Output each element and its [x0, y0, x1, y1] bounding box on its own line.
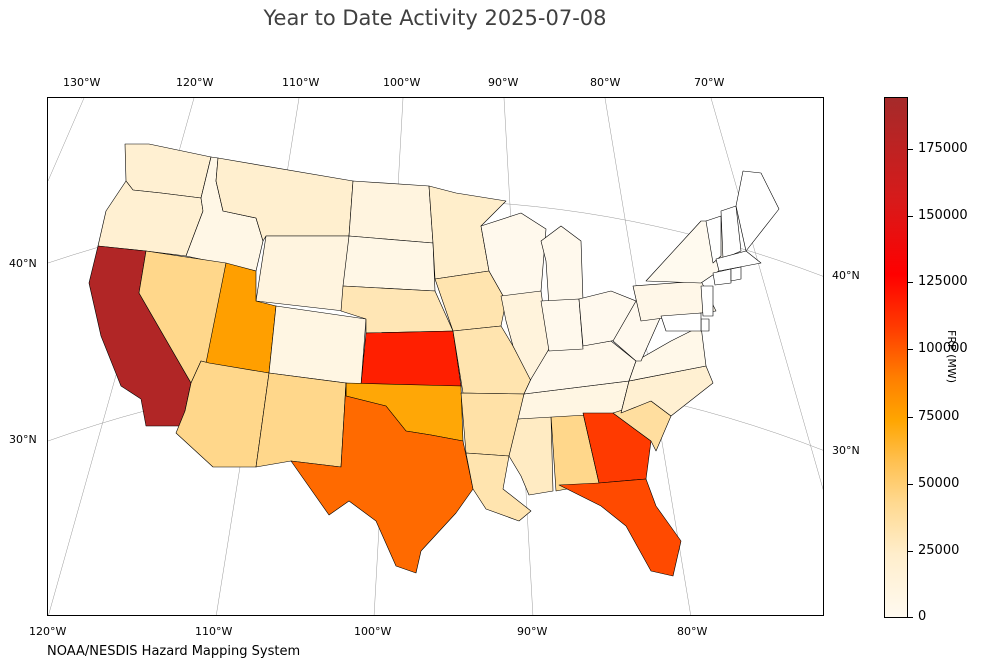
map-panel	[47, 97, 824, 616]
top-lon-label-80: 80°W	[590, 76, 621, 89]
meridian-70	[710, 98, 823, 490]
colorbar-label-0: 0	[918, 609, 927, 624]
state-wyoming	[255, 235, 350, 312]
colorbar-label-125000: 125000	[918, 274, 968, 289]
colorbar-label-50000: 50000	[918, 476, 960, 491]
colorbar-label-75000: 75000	[918, 409, 960, 424]
colorbar-axis-label: FRP (MW)	[945, 330, 958, 384]
state-virginia	[628, 325, 707, 382]
state-vermont	[705, 215, 722, 264]
bottom-lon-label-110: 110°W	[195, 625, 233, 638]
state-colorado	[268, 305, 367, 386]
top-lon-label-70: 70°W	[694, 76, 725, 89]
colorbar-tick-100000	[908, 349, 913, 350]
state-rhode-island	[730, 266, 742, 282]
state-maine	[735, 170, 780, 252]
colorbar-label-175000: 175000	[918, 141, 968, 156]
state-indiana	[540, 298, 584, 352]
colorbar-tick-50000	[908, 484, 913, 485]
top-lon-label-110: 110°W	[282, 76, 320, 89]
state-massachusetts	[715, 250, 762, 272]
state-iowa	[434, 270, 507, 332]
state-louisiana	[465, 452, 532, 522]
right-lat-label-30: 30°N	[832, 444, 860, 457]
top-lon-label-130: 130°W	[63, 76, 101, 89]
top-lon-label-90: 90°W	[488, 76, 519, 89]
top-lon-label-120: 120°W	[176, 76, 214, 89]
colorbar-tick-175000	[908, 149, 913, 150]
colorbar-tick-75000	[908, 417, 913, 418]
state-florida	[558, 478, 682, 577]
state-georgia	[582, 412, 652, 484]
state-michigan	[540, 225, 584, 307]
colorbar-tick-125000	[908, 282, 913, 283]
colorbar-tick-25000	[908, 551, 913, 552]
credit-text: NOAA/NESDIS Hazard Mapping System	[47, 644, 301, 659]
meridian-130	[48, 98, 85, 182]
bottom-lon-label-80: 80°W	[677, 625, 708, 638]
state-new-hampshire	[720, 205, 742, 260]
left-lat-label-30: 30°N	[9, 433, 37, 446]
state-pennsylvania	[632, 280, 717, 322]
bottom-lon-label-120: 120°W	[29, 625, 67, 638]
state-south-dakota	[342, 235, 436, 292]
state-north-dakota	[348, 180, 434, 244]
map-svg	[48, 98, 823, 615]
state-maryland	[660, 312, 702, 332]
colorbar-tick-0	[908, 617, 913, 618]
states-layer	[88, 143, 780, 577]
state-kansas	[360, 330, 462, 387]
right-lat-label-40: 40°N	[832, 269, 860, 282]
state-texas	[290, 382, 474, 574]
left-lat-label-40: 40°N	[9, 257, 37, 270]
colorbar	[884, 97, 908, 618]
state-washington	[124, 143, 212, 199]
colorbar-label-100000: 100000	[918, 341, 968, 356]
colorbar-label-25000: 25000	[918, 543, 960, 558]
colorbar-tick-150000	[908, 216, 913, 217]
state-connecticut	[712, 268, 732, 286]
state-new-mexico	[255, 372, 347, 468]
state-mississippi	[508, 415, 554, 496]
bottom-lon-label-90: 90°W	[517, 625, 548, 638]
state-delaware	[700, 318, 710, 332]
top-lon-label-100: 100°W	[383, 76, 421, 89]
chart-title: Year to Date Activity 2025-07-08	[263, 6, 607, 30]
bottom-lon-label-100: 100°W	[354, 625, 392, 638]
state-new-jersey	[700, 285, 714, 317]
colorbar-label-150000: 150000	[918, 208, 968, 223]
